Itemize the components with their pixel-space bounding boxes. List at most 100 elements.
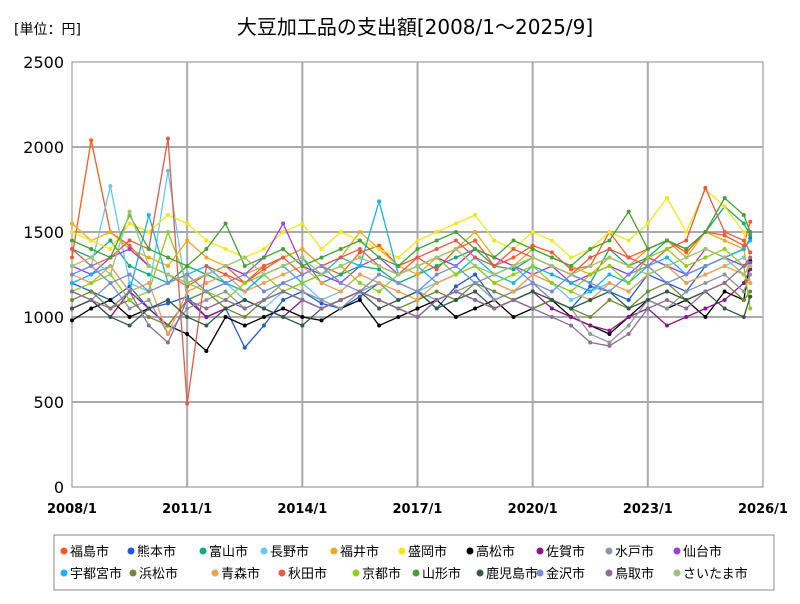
data-point — [549, 255, 554, 260]
legend-label: 山形市 — [422, 566, 461, 582]
data-point — [70, 247, 74, 251]
data-point — [569, 298, 574, 302]
data-point — [549, 238, 554, 243]
data-point — [338, 272, 343, 277]
data-point — [185, 284, 190, 289]
data-point — [684, 298, 689, 302]
data-point — [473, 306, 478, 311]
data-point — [530, 289, 535, 294]
data-point — [549, 250, 554, 255]
legend-marker — [199, 547, 207, 555]
data-point — [748, 272, 753, 277]
data-point — [511, 238, 516, 243]
data-point — [473, 255, 478, 260]
data-point — [165, 213, 170, 217]
data-point — [473, 281, 478, 285]
data-point — [70, 230, 74, 234]
data-point — [70, 306, 74, 311]
data-point — [70, 298, 74, 302]
data-point — [415, 238, 420, 243]
data-point — [703, 185, 708, 190]
data-point — [185, 315, 190, 319]
data-point — [70, 238, 74, 243]
data-point — [703, 264, 708, 268]
data-point — [357, 298, 362, 302]
data-point — [549, 298, 554, 302]
legend-marker — [536, 547, 544, 555]
data-point — [722, 196, 727, 200]
data-point — [281, 230, 286, 234]
data-point — [434, 306, 439, 311]
data-point — [319, 264, 324, 268]
data-point — [223, 272, 228, 277]
data-point — [569, 306, 574, 311]
data-point — [185, 272, 190, 277]
data-point — [511, 281, 516, 285]
data-point — [165, 168, 170, 173]
data-point — [741, 238, 746, 243]
data-point — [741, 315, 746, 319]
legend-marker — [330, 547, 338, 555]
data-point — [626, 289, 631, 294]
data-point — [607, 272, 612, 277]
data-point — [607, 230, 612, 234]
data-point — [415, 255, 420, 260]
data-point — [530, 255, 535, 260]
data-point — [108, 255, 113, 260]
legend-marker — [260, 547, 268, 555]
data-point — [300, 255, 305, 260]
data-point — [338, 289, 343, 294]
legend-label: 秋田市 — [288, 566, 327, 582]
data-point — [492, 306, 497, 311]
data-point — [127, 289, 132, 294]
data-point — [722, 281, 727, 285]
data-point — [89, 138, 94, 143]
data-point — [722, 289, 727, 294]
data-point — [741, 213, 746, 217]
data-point — [146, 315, 151, 319]
data-point — [748, 250, 753, 255]
data-point — [453, 247, 458, 251]
data-point — [569, 267, 574, 272]
data-point — [204, 281, 209, 285]
data-point — [185, 332, 190, 336]
y-tick-label: 0 — [54, 478, 64, 497]
data-point — [434, 238, 439, 243]
data-point — [588, 284, 593, 289]
data-point — [434, 281, 439, 285]
data-point — [415, 289, 420, 294]
data-point — [319, 281, 324, 285]
data-point — [70, 281, 74, 285]
data-point — [127, 306, 132, 311]
data-point — [569, 315, 574, 319]
data-point — [748, 289, 753, 294]
data-point — [281, 315, 286, 319]
data-point — [645, 306, 650, 311]
legend-item: 鳥取市 — [605, 566, 654, 582]
data-point — [453, 255, 458, 260]
data-point — [185, 401, 190, 406]
data-point — [549, 264, 554, 268]
data-point — [223, 264, 228, 268]
data-point — [357, 247, 362, 251]
data-point — [530, 306, 535, 311]
data-point — [261, 272, 266, 277]
data-point — [492, 255, 497, 260]
data-point — [300, 298, 305, 302]
legend-label: 富山市 — [209, 544, 248, 560]
data-point — [415, 306, 420, 311]
legend-item: 福島市 — [60, 544, 109, 560]
data-point — [684, 306, 689, 311]
data-point — [357, 289, 362, 294]
data-point — [108, 184, 113, 189]
data-point — [473, 238, 478, 243]
data-point — [89, 289, 94, 294]
data-point — [722, 238, 727, 243]
chart-title: 大豆加工品の支出額[2008/1～2025/9] — [237, 15, 593, 39]
data-point — [165, 323, 170, 328]
data-point — [89, 255, 94, 260]
data-point — [748, 230, 753, 234]
data-point — [146, 281, 151, 285]
data-point — [377, 255, 382, 260]
data-point — [588, 332, 593, 336]
